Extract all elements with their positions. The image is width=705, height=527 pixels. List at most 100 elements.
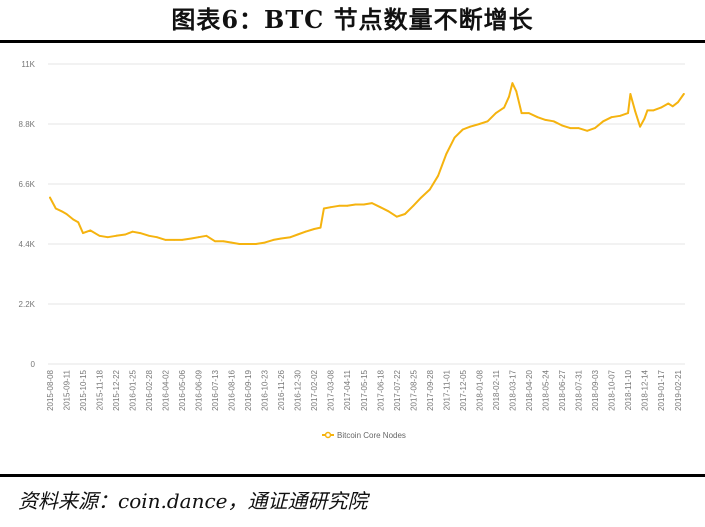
x-tick-label: 2018-12-14 bbox=[640, 369, 649, 410]
data-point bbox=[214, 240, 217, 243]
data-point bbox=[313, 228, 316, 230]
x-tick-label: 2016-10-23 bbox=[261, 369, 270, 410]
data-point bbox=[643, 117, 646, 120]
data-point bbox=[181, 239, 184, 241]
x-tick-label: 2016-11-26 bbox=[277, 369, 286, 410]
data-point bbox=[247, 243, 250, 245]
data-point bbox=[486, 120, 489, 123]
x-tick-label: 2018-06-27 bbox=[558, 369, 567, 410]
data-point bbox=[98, 234, 101, 237]
legend[interactable]: Bitcoin Core Nodes bbox=[322, 431, 406, 440]
data-point bbox=[222, 240, 225, 243]
data-point bbox=[173, 239, 176, 241]
data-point bbox=[190, 237, 193, 240]
x-tick-label: 2017-11-01 bbox=[442, 369, 451, 410]
x-tick-label: 2016-05-06 bbox=[178, 369, 187, 410]
data-point bbox=[602, 120, 605, 123]
data-point bbox=[354, 203, 357, 206]
data-point bbox=[289, 236, 292, 239]
data-point bbox=[139, 232, 142, 235]
gridlines bbox=[48, 63, 685, 365]
data-point bbox=[255, 243, 257, 245]
x-tick-label: 2016-12-30 bbox=[294, 369, 303, 410]
x-tick-label: 2016-01-25 bbox=[129, 369, 138, 410]
x-tick-label: 2016-07-13 bbox=[211, 369, 220, 410]
data-point bbox=[677, 101, 679, 104]
data-point bbox=[156, 236, 158, 239]
x-tick-label: 2018-07-31 bbox=[574, 369, 583, 410]
x-axis: 2015-08-08 2015-09-11 2015-10-15 2015-11-18… bbox=[46, 369, 683, 410]
data-point bbox=[404, 213, 406, 215]
data-point bbox=[495, 112, 497, 114]
x-tick-label: 2017-05-15 bbox=[360, 369, 369, 410]
data-point bbox=[164, 239, 167, 241]
x-tick-label: 2018-05-24 bbox=[541, 369, 550, 410]
x-tick-label: 2017-08-25 bbox=[409, 369, 418, 410]
x-tick-label: 2015-11-18 bbox=[96, 369, 105, 410]
data-point bbox=[552, 120, 555, 123]
data-point bbox=[629, 93, 632, 95]
figure-title: 图表6：BTC 节点数量不断增长 bbox=[171, 5, 534, 34]
data-point bbox=[515, 90, 518, 93]
data-point bbox=[304, 230, 307, 233]
data-point bbox=[594, 127, 596, 129]
data-point bbox=[387, 210, 390, 213]
data-point bbox=[296, 233, 299, 236]
x-tick-label: 2016-06-09 bbox=[195, 369, 204, 410]
x-tick-label: 2018-01-08 bbox=[475, 369, 484, 410]
data-point bbox=[54, 207, 57, 210]
data-point bbox=[412, 204, 415, 207]
x-tick-label: 2017-12-05 bbox=[459, 369, 468, 410]
data-point bbox=[395, 215, 398, 218]
y-tick-label: 6.6K bbox=[19, 180, 36, 189]
data-point bbox=[503, 106, 505, 109]
data-point bbox=[323, 207, 325, 210]
x-tick-label: 2017-06-18 bbox=[376, 369, 385, 410]
data-point bbox=[106, 236, 109, 239]
x-tick-label: 2018-09-03 bbox=[591, 369, 600, 410]
data-point bbox=[652, 109, 655, 112]
data-point bbox=[420, 196, 422, 199]
data-point bbox=[371, 202, 373, 205]
data-point bbox=[461, 128, 464, 131]
data-point bbox=[639, 125, 641, 128]
x-tick-label: 2016-04-02 bbox=[162, 369, 171, 410]
data-point bbox=[148, 234, 151, 237]
data-point bbox=[667, 102, 670, 105]
data-point bbox=[445, 153, 448, 155]
x-tick-label: 2017-09-28 bbox=[426, 369, 435, 410]
data-point bbox=[577, 127, 580, 129]
x-tick-label: 2015-12-22 bbox=[112, 369, 121, 410]
x-tick-label: 2018-03-17 bbox=[508, 369, 517, 410]
data-point bbox=[646, 109, 649, 112]
data-point bbox=[536, 116, 539, 119]
data-point bbox=[131, 230, 134, 233]
x-tick-label: 2016-08-16 bbox=[228, 369, 237, 410]
x-tick-label: 2017-02-02 bbox=[310, 369, 319, 410]
data-point bbox=[280, 237, 283, 240]
data-point bbox=[272, 239, 275, 241]
x-tick-label: 2019-01-17 bbox=[657, 369, 666, 410]
data-point bbox=[115, 234, 117, 237]
legend-marker bbox=[324, 431, 332, 439]
data-point bbox=[49, 196, 51, 199]
data-point bbox=[197, 236, 200, 239]
data-point bbox=[263, 241, 266, 244]
data-point bbox=[660, 106, 662, 109]
y-tick-label: 0 bbox=[31, 360, 36, 369]
x-tick-label: 2015-08-08 bbox=[46, 369, 55, 410]
data-point bbox=[671, 105, 674, 108]
data-point bbox=[238, 243, 241, 245]
series-line bbox=[49, 82, 685, 245]
data-point bbox=[60, 210, 63, 213]
data-point bbox=[508, 95, 510, 98]
data-point bbox=[586, 129, 589, 132]
data-point bbox=[230, 241, 233, 244]
data-point bbox=[619, 114, 622, 117]
data-point bbox=[329, 206, 332, 209]
data-point bbox=[520, 112, 523, 114]
y-tick-label: 11K bbox=[21, 60, 35, 69]
x-tick-label: 2016-09-19 bbox=[244, 369, 253, 410]
data-point bbox=[511, 82, 514, 84]
data-point bbox=[437, 174, 439, 177]
